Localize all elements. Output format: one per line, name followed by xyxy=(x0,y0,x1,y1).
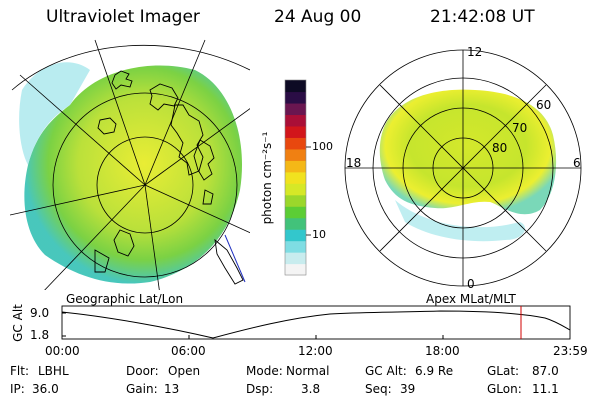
status-glon-value: 11.1 xyxy=(532,382,559,396)
status-glat-value: 87.0 xyxy=(532,364,559,378)
status-glon-label: GLon: xyxy=(487,382,522,396)
status-ip-value: 36.0 xyxy=(32,382,59,396)
geographic-map xyxy=(10,39,250,290)
mlt-label-12: 12 xyxy=(467,45,483,59)
status-mode-label: Mode: xyxy=(246,364,283,378)
uv-emission-right xyxy=(379,89,557,215)
color-bar-segment xyxy=(285,263,306,276)
color-bar-frame xyxy=(284,79,307,276)
color-bar-segment xyxy=(285,148,306,161)
colorbar-tick-label-100: 100 xyxy=(312,140,333,153)
uv-speckle-right xyxy=(395,200,525,242)
left-panel-caption: Geographic Lat/Lon xyxy=(66,292,184,306)
xticks xyxy=(188,335,444,339)
observation-time: 21:42:08 UT xyxy=(430,7,535,27)
mlat-label-80: 80 xyxy=(492,141,508,155)
lat-circle-inner xyxy=(96,136,194,234)
color-bar-segment xyxy=(285,252,306,265)
status-door-value: Open xyxy=(168,364,201,378)
mlt-label-0: 0 xyxy=(467,277,475,291)
color-bar-segment xyxy=(285,160,306,173)
right-panel-caption: Apex MLat/MLT xyxy=(426,292,516,306)
status-seq-label: Seq: xyxy=(365,382,392,396)
status-dsp-label: Dsp: xyxy=(246,382,274,396)
terminator-line xyxy=(224,234,246,283)
color-bar-segment xyxy=(285,102,306,116)
color-bar-segment xyxy=(285,240,306,253)
mlt-lines xyxy=(345,50,581,286)
mlt-label-18: 18 xyxy=(346,156,362,170)
timeline-xtick-0000: 00:00 xyxy=(45,344,80,358)
color-bar-segment xyxy=(285,183,306,196)
colorbar-tick-label-10: 10 xyxy=(312,228,326,241)
status-flt-label: Flt: xyxy=(10,364,29,378)
color-bar-segment xyxy=(285,171,306,184)
mlt-label-6: 6 xyxy=(573,156,581,170)
status-gcalt-value: 6.9 Re xyxy=(415,364,454,378)
color-bar-segment xyxy=(285,217,306,230)
timeline-xtick-1800: 18:00 xyxy=(425,344,460,358)
mlat-label-60: 60 xyxy=(536,98,552,112)
status-ip-label: IP: xyxy=(10,382,25,396)
meridian-lines xyxy=(10,39,250,290)
color-bar-segment xyxy=(285,114,306,127)
lat-circle-outer xyxy=(52,92,238,278)
color-bar xyxy=(285,80,306,276)
mlat-label-70: 70 xyxy=(512,121,528,135)
color-bar-segment xyxy=(285,137,306,150)
altitude-curve xyxy=(61,310,571,339)
uv-speckle-left xyxy=(19,62,90,165)
magnetic-polar-plot xyxy=(344,49,582,287)
altitude-timeline xyxy=(61,305,571,340)
status-door-label: Door: xyxy=(126,364,159,378)
timeline-xtick-0600: 06:00 xyxy=(171,344,206,358)
status-seq-value: 39 xyxy=(400,382,416,396)
status-flt-value: LBHL xyxy=(38,364,69,378)
color-bar-segment xyxy=(285,91,306,104)
color-bar-segment xyxy=(285,125,306,138)
color-bar-segment xyxy=(285,229,306,242)
color-bar-segment xyxy=(285,194,306,207)
projection-boundary xyxy=(11,44,250,91)
timeline-xtick-2359: 23:59 xyxy=(553,344,588,358)
status-gain-value: 13 xyxy=(164,382,180,396)
timeline-ytick-9: 9.0 xyxy=(30,306,50,320)
status-glat-label: GLat: xyxy=(487,364,520,378)
color-bar-segment xyxy=(285,206,306,219)
observation-date: 24 Aug 00 xyxy=(274,7,362,27)
status-gain-label: Gain: xyxy=(126,382,158,396)
color-bar-segment xyxy=(285,80,306,93)
status-mode-value: Normal xyxy=(286,364,330,378)
status-gcalt-label: GC Alt: xyxy=(365,364,407,378)
timeline-ytick-1-8: 1.8 xyxy=(30,328,50,342)
timeline-xtick-1200: 12:00 xyxy=(298,344,333,358)
coastline-east xyxy=(193,139,244,285)
timeline-ylabel: GC Alt xyxy=(11,304,25,342)
instrument-title: Ultraviolet Imager xyxy=(46,7,200,27)
colorbar-unit-label: photon cm⁻²s⁻¹ xyxy=(260,131,274,225)
status-dsp-value: 3.8 xyxy=(301,382,321,396)
